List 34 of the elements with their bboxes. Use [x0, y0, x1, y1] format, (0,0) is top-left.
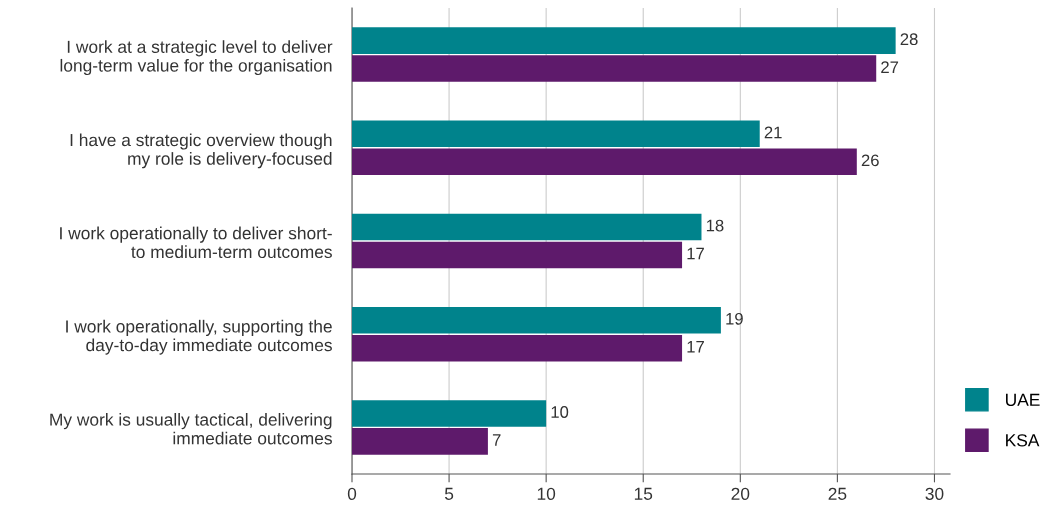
data-label: 17 [687, 341, 704, 353]
data-label: 28 [900, 33, 918, 46]
y-tick-label: I have a strategic overview though my role is delivery-focused [70, 133, 332, 169]
bar [352, 120, 760, 148]
bar [352, 306, 721, 334]
data-label: 27 [881, 61, 899, 73]
x-tick-label: 0 [347, 487, 357, 500]
x-tick-label: 15 [634, 487, 653, 500]
data-label: 26 [861, 154, 879, 167]
data-label: 18 [706, 219, 724, 232]
bar [352, 428, 488, 455]
y-tick-label: I work at a strategic level to deliver long-term value for the organisation [60, 40, 333, 76]
legend-label: UAE [1006, 393, 1040, 406]
bar [352, 241, 683, 269]
bar [352, 400, 547, 427]
y-tick-label: I work operationally to deliver short- to medium-term outcomes [60, 226, 332, 259]
data-label: 17 [687, 247, 704, 260]
y-tick-label: I work operationally, supporting the day-to-day immediate outcomes [66, 319, 332, 355]
y-tick-label: My work is usually tactical, delivering immediate outcomes [50, 413, 332, 445]
bar [352, 334, 683, 362]
x-tick-label: 10 [537, 487, 556, 500]
x-tick-label: 30 [925, 487, 944, 500]
legend-label: KSA [1006, 434, 1040, 447]
x-tick-label: 25 [828, 487, 847, 500]
x-tick-label: 5 [444, 487, 454, 500]
bar [352, 27, 896, 54]
bar [352, 213, 702, 241]
bar [352, 148, 857, 176]
data-label: 10 [551, 406, 569, 418]
data-label: 19 [726, 312, 743, 325]
data-label: 21 [764, 126, 782, 139]
bar [352, 55, 877, 82]
data-label: 7 [492, 434, 501, 446]
x-tick-label: 20 [731, 487, 750, 500]
